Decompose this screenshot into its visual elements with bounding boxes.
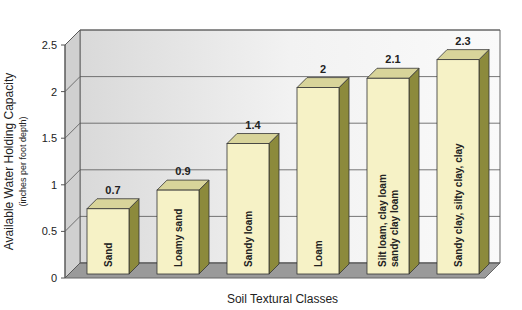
side-wall [65,30,80,278]
category-line: Loamy sand [173,209,184,267]
data-label: 0.7 [105,184,120,196]
bar-front [297,88,339,274]
bar-side [129,199,139,274]
data-label: 2.3 [455,35,470,47]
labels: 0.7 Sand 0.9 Loamy sand 1.4 Sandy loam 2 Loam 2.… [103,35,471,267]
category-label: Sandy loam [243,211,254,267]
bar-side [269,134,279,274]
bar-side [339,78,349,274]
bar-front [157,190,199,274]
data-label: 0.9 [175,165,190,177]
bar [367,68,419,274]
tick-label: 2.5 [42,39,57,51]
bars [87,50,489,274]
tick-mark [61,231,65,232]
y-axis-line [65,45,66,278]
grid-line [65,170,500,185]
bar-front [227,144,269,274]
bar-side [409,68,419,274]
grid-line [65,30,500,45]
tick-label: 2 [51,86,57,98]
bar-top [297,78,349,88]
bar-top [227,134,279,144]
category-label: Sand [103,243,114,267]
tick-mark [61,45,65,46]
category-label: Sandy clay, silty clay, clay [453,143,464,267]
tick-mark [61,184,65,185]
bar-top [87,199,139,209]
x-axis-title: Soil Textural Classes [227,292,338,306]
category-line: sandy clay loam [389,190,400,267]
bar-top [367,68,419,78]
bar [157,180,209,274]
tick-label: 0.5 [42,225,57,237]
chart: 0 0.5 1 1.5 2 2.5 0.7 Sand 0.9 Loamy sand 1.4 Sandy… [0,0,522,310]
tick-label: 1 [51,179,57,191]
bar [437,50,489,274]
tick-mark [61,138,65,139]
bar [227,134,279,274]
bar-front [367,78,409,274]
bar [87,199,139,274]
category-label: Silt loam, clay loamsandy clay loam [377,174,400,267]
y-axis-title: Available Water Holding Capacity [2,73,16,250]
bar-side [199,180,209,274]
tick-mark [61,91,65,92]
bar-top [157,180,209,190]
category-line: Sand [103,243,114,267]
data-label: 2.1 [385,53,400,65]
category-label: Loam [313,240,324,267]
category-line: Silt loam, clay loam [377,174,388,267]
data-label: 2 [320,63,326,75]
bar [297,78,349,274]
category-line: Sandy clay, silty clay, clay [453,143,464,267]
grid-line [65,123,500,138]
tick-mark [61,278,65,279]
data-label: 1.4 [245,119,261,131]
bar-front [437,60,479,274]
grid-line [65,77,500,92]
tick-label: 0 [51,272,57,284]
bar-top [437,50,489,60]
category-line: Loam [313,240,324,267]
category-line: Sandy loam [243,211,254,267]
bar-front [87,209,129,274]
tick-label: 1.5 [42,132,57,144]
bar-side [479,50,489,274]
y-axis-subtitle: (inches per foot depth) [18,116,28,206]
category-label: Loamy sand [173,209,184,267]
